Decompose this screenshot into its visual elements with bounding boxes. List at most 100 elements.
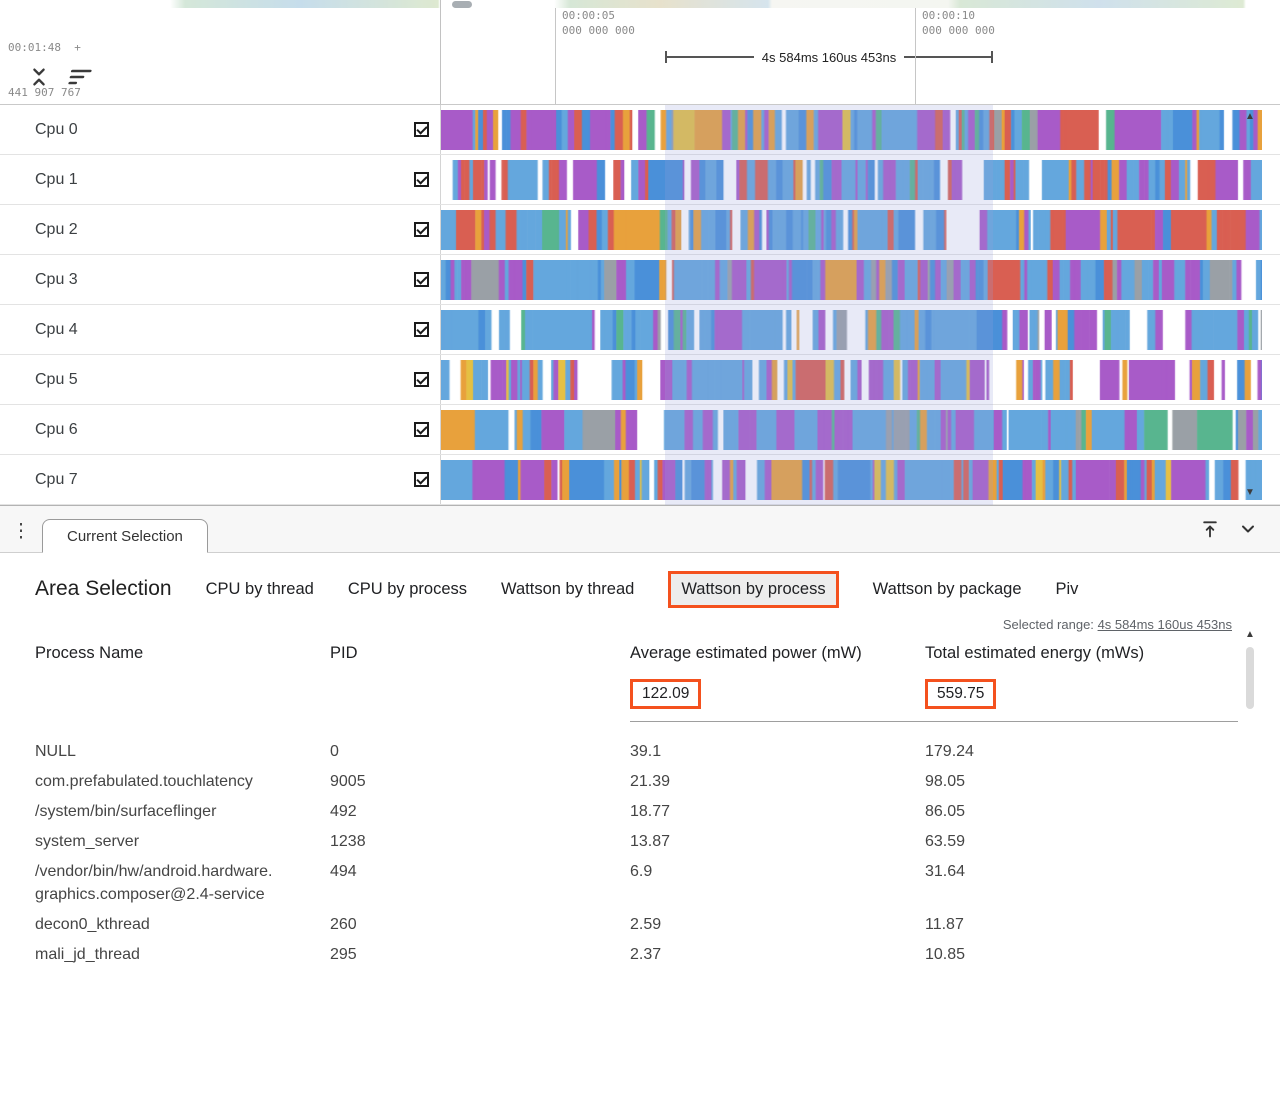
avg-power: 13.87 xyxy=(630,832,671,850)
track-row-cpu-3[interactable]: Cpu 3 xyxy=(0,255,1280,305)
panel-menu-icon[interactable]: ⋮ xyxy=(11,521,31,542)
column-header-pid[interactable]: PID xyxy=(330,644,358,662)
track-name: Cpu 6 xyxy=(35,420,78,438)
track-label: Cpu 1 xyxy=(0,155,440,204)
total-energy: 98.05 xyxy=(925,772,966,790)
timeline-origin: 00:01:48 + 441 907 767 xyxy=(8,10,81,130)
cpu-tracks: Cpu 0 Cpu 1 Cpu 2 Cpu 3 Cpu 4 Cpu 5 Cpu 6 Cpu 7… xyxy=(0,105,1280,505)
track-label: Cpu 4 xyxy=(0,305,440,354)
track-checkbox[interactable] xyxy=(414,422,429,437)
process-name: com.prefabulated.touchlatency xyxy=(35,772,253,790)
table-row[interactable]: /vendor/bin/hw/android.hardware.graphics… xyxy=(35,856,1238,909)
table-row[interactable]: mali_jd_thread 295 2.37 10.85 xyxy=(35,939,1238,969)
collapse-tracks-icon[interactable] xyxy=(26,64,52,90)
origin-offset: 441 907 767 xyxy=(8,86,81,99)
track-checkbox[interactable] xyxy=(414,172,429,187)
table-row[interactable]: com.prefabulated.touchlatency 9005 21.39 98… xyxy=(35,766,1238,796)
column-header-avg-power[interactable]: Average estimated power (mW) xyxy=(630,644,862,662)
table-header-row: Process Name PID Average estimated power… xyxy=(35,636,1238,671)
tracks-scrollbar[interactable]: ▲ ▼ xyxy=(1242,111,1258,499)
process-name: /system/bin/surfaceflinger xyxy=(35,802,217,820)
total-energy: 179.24 xyxy=(925,742,974,760)
collapse-panel-icon[interactable] xyxy=(1234,515,1262,543)
selection-span-bracket: 4s 584ms 160us 453ns xyxy=(665,48,993,66)
track-checkbox[interactable] xyxy=(414,222,429,237)
tab-wattson-by-process[interactable]: Wattson by process xyxy=(668,570,839,608)
track-checkbox[interactable] xyxy=(414,322,429,337)
track-timeline[interactable] xyxy=(440,405,1280,454)
total-energy: 86.05 xyxy=(925,802,966,820)
track-row-cpu-0[interactable]: Cpu 0 xyxy=(0,105,1280,155)
table-row[interactable]: system_server 1238 13.87 63.59 xyxy=(35,826,1238,856)
scrollbar-thumb[interactable] xyxy=(1246,647,1254,709)
page-title: Area Selection xyxy=(35,577,172,600)
track-name: Cpu 0 xyxy=(35,120,78,138)
track-pane-divider xyxy=(440,0,441,104)
track-label: Cpu 7 xyxy=(0,455,440,504)
tab-cpu-by-thread[interactable]: CPU by thread xyxy=(205,579,314,598)
track-row-cpu-6[interactable]: Cpu 6 xyxy=(0,405,1280,455)
process-name: NULL xyxy=(35,742,76,760)
tick-label: 00:00:10 xyxy=(922,9,975,22)
timeline-ruler[interactable]: 00:01:48 + 441 907 767 4s 584ms 16 xyxy=(0,0,1280,105)
scroll-down-icon[interactable]: ▼ xyxy=(1245,487,1255,498)
bracket-left-tick xyxy=(665,51,667,63)
avg-power: 21.39 xyxy=(630,772,671,790)
avg-power: 18.77 xyxy=(630,802,671,820)
total-energy: 10.85 xyxy=(925,945,966,963)
process-name: mali_jd_thread xyxy=(35,945,140,963)
track-filter-icon[interactable] xyxy=(66,64,92,90)
ruler-toolbar xyxy=(26,64,92,90)
track-name: Cpu 5 xyxy=(35,370,78,388)
tab-wattson-by-thread[interactable]: Wattson by thread xyxy=(501,579,635,598)
tab-current-selection[interactable]: Current Selection xyxy=(42,519,208,553)
selection-duration-label: 4s 584ms 160us 453ns xyxy=(761,49,897,65)
tab-cpu-by-process[interactable]: CPU by process xyxy=(347,579,468,598)
track-timeline[interactable] xyxy=(440,305,1280,354)
track-label: Cpu 0 xyxy=(0,105,440,154)
track-timeline[interactable] xyxy=(440,155,1280,204)
track-timeline[interactable] xyxy=(440,205,1280,254)
table-row[interactable]: NULL 0 39.1 179.24 xyxy=(35,736,1238,766)
pid: 9005 xyxy=(330,772,366,790)
selected-range: Selected range: 4s 584ms 160us 453ns xyxy=(0,617,1280,632)
tab-wattson-by-package[interactable]: Wattson by package xyxy=(872,579,1022,598)
table-row[interactable]: decon0_kthread 260 2.59 11.87 xyxy=(35,909,1238,939)
track-row-cpu-2[interactable]: Cpu 2 xyxy=(0,205,1280,255)
table-summary-row: 122.09 559.75 xyxy=(35,671,1238,722)
details-tabs-row: Area Selection CPU by thread CPU by proce… xyxy=(0,567,1280,611)
track-checkbox[interactable] xyxy=(414,122,429,137)
track-checkbox[interactable] xyxy=(414,372,429,387)
track-timeline[interactable] xyxy=(440,455,1280,504)
table-body: NULL 0 39.1 179.24 com.prefabulated.touchlat… xyxy=(35,736,1238,969)
expand-panel-icon[interactable] xyxy=(1196,515,1224,543)
scroll-up-icon[interactable]: ▲ xyxy=(1245,629,1255,640)
track-timeline[interactable] xyxy=(440,105,1280,154)
track-row-cpu-1[interactable]: Cpu 1 xyxy=(0,155,1280,205)
track-label: Cpu 6 xyxy=(0,405,440,454)
table-row[interactable]: /system/bin/surfaceflinger 492 18.77 86.05 xyxy=(35,796,1238,826)
tick-label: 000 000 000 xyxy=(562,24,635,37)
details-scrollbar[interactable]: ▲ xyxy=(1242,629,1258,1108)
track-row-cpu-7[interactable]: Cpu 7 xyxy=(0,455,1280,505)
track-checkbox[interactable] xyxy=(414,472,429,487)
track-timeline[interactable] xyxy=(440,355,1280,404)
column-header-total-energy[interactable]: Total estimated energy (mWs) xyxy=(925,644,1145,662)
track-checkbox[interactable] xyxy=(414,272,429,287)
tab-piv[interactable]: Piv xyxy=(1055,579,1079,598)
track-row-cpu-5[interactable]: Cpu 5 xyxy=(0,355,1280,405)
minimap-handle[interactable] xyxy=(452,1,472,8)
track-name: Cpu 2 xyxy=(35,220,78,238)
column-header-process-name[interactable]: Process Name xyxy=(35,644,144,662)
scroll-up-icon[interactable]: ▲ xyxy=(1245,111,1255,122)
track-label: Cpu 5 xyxy=(0,355,440,404)
track-row-cpu-4[interactable]: Cpu 4 xyxy=(0,305,1280,355)
details-tabs: CPU by thread CPU by process Wattson by th… xyxy=(205,570,1079,608)
bottom-panel-header: ⋮ Current Selection xyxy=(0,505,1280,553)
process-name: decon0_kthread xyxy=(35,915,150,933)
selected-range-value[interactable]: 4s 584ms 160us 453ns xyxy=(1097,617,1232,632)
trace-minimap[interactable] xyxy=(0,0,1280,8)
process-name: /vendor/bin/hw/android.hardware.graphics… xyxy=(35,862,273,903)
track-timeline[interactable] xyxy=(440,255,1280,304)
